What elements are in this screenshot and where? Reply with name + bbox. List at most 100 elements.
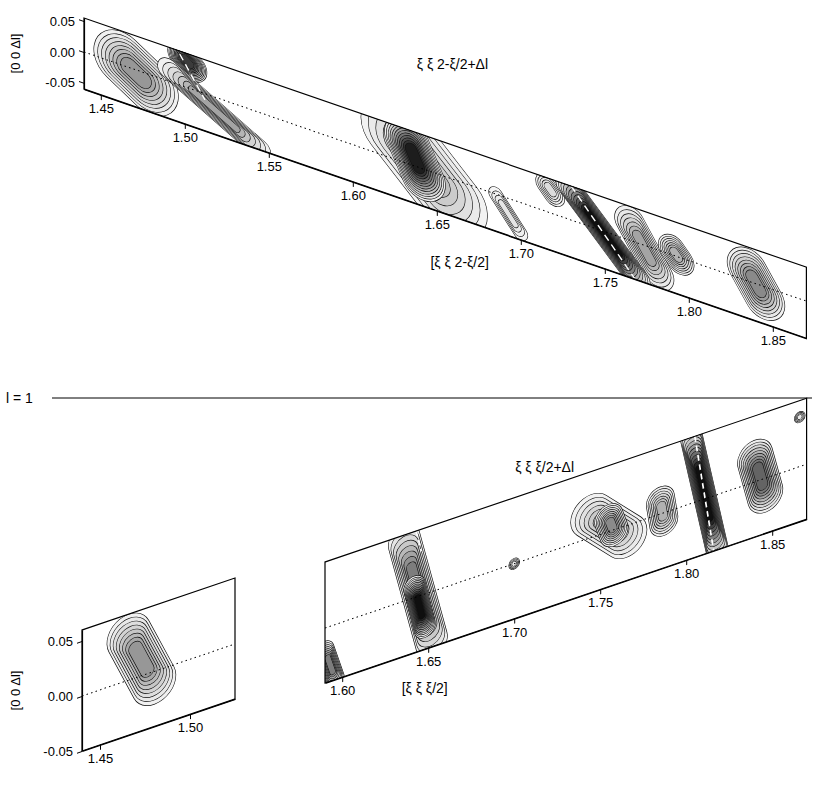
- contour-level: [184, 57, 191, 65]
- contour-level: [408, 143, 421, 175]
- contour-line: [188, 86, 241, 132]
- contour-feature: [799, 417, 800, 418]
- x-tick-label: 1.75: [593, 275, 618, 290]
- x-axis-title: [ξ ξ 2-ξ/2]: [430, 254, 489, 270]
- contour-line: [691, 429, 717, 559]
- level-label: l = 1: [6, 390, 33, 406]
- contour-line: [327, 653, 333, 676]
- contour-level: [592, 504, 626, 549]
- contour-line: [610, 521, 612, 529]
- contour-line: [600, 515, 617, 537]
- contour-line: [407, 141, 422, 177]
- contour-line: [758, 466, 763, 487]
- x-tick-label: 1.85: [761, 333, 786, 348]
- x-tick-label: 1.45: [89, 101, 114, 116]
- x-tick-label: 1.65: [425, 217, 450, 232]
- panel-title: ξ ξ 2-ξ/2+Δl: [417, 56, 488, 72]
- y-axis-title: [0 0 Δl]: [8, 671, 23, 711]
- contour-level: [415, 584, 425, 629]
- y-tick-label: 0.05: [50, 14, 75, 29]
- panel: 1.451.501.551.601.651.701.751.801.85-0.0…: [45, 4, 807, 364]
- y-tick-mark: [77, 752, 82, 754]
- contour-line: [404, 531, 432, 650]
- contour-line: [326, 651, 334, 679]
- contour-line: [130, 630, 153, 689]
- reference-line: [82, 644, 235, 696]
- contour-line: [135, 644, 147, 674]
- contour-line: [127, 64, 146, 82]
- contour-line: [327, 652, 334, 678]
- plot-area: [84, 18, 806, 338]
- contour-line: [124, 62, 147, 84]
- contour-level: [757, 461, 764, 490]
- contour-level: [609, 518, 613, 533]
- contour-line: [181, 55, 193, 68]
- x-tick-label: 1.45: [88, 751, 113, 766]
- contour-level: [415, 585, 424, 628]
- contour-level: [122, 60, 150, 87]
- contour-line: [575, 194, 631, 270]
- x-tick: 1.45: [88, 740, 113, 774]
- contour-line: [497, 197, 518, 231]
- x-tick-label: 1.75: [588, 595, 613, 610]
- y-tick: 0.00: [48, 677, 82, 712]
- contour-level: [183, 56, 192, 66]
- contour-line: [326, 649, 335, 680]
- contour-level: [411, 149, 419, 167]
- x-tick-mark: [190, 714, 191, 719]
- contour-level: [407, 141, 422, 177]
- contour-level: [123, 61, 149, 86]
- contour-line: [499, 200, 517, 228]
- y-tick-mark: [79, 82, 84, 84]
- x-tick: 1.50: [173, 120, 198, 154]
- contour-line: [415, 584, 425, 629]
- contour-level: [595, 508, 623, 544]
- contour-level: [185, 58, 190, 64]
- y-tick: -0.05: [43, 731, 82, 769]
- contour-level: [327, 653, 333, 676]
- contour-line: [593, 506, 624, 546]
- contour-line: [673, 250, 680, 260]
- contour-feature: [592, 504, 626, 549]
- contour-line: [548, 186, 553, 194]
- contour-level: [133, 637, 151, 681]
- contour-line: [674, 252, 678, 258]
- contour-level: [135, 644, 147, 674]
- contour-line: [183, 56, 192, 66]
- y-tick-label: 0.05: [48, 634, 73, 649]
- contour-level: [327, 655, 333, 675]
- contour-level: [127, 64, 146, 82]
- contour-line: [184, 83, 245, 136]
- contour-line: [661, 501, 664, 522]
- x-tick-mark: [689, 298, 690, 303]
- x-tick: 1.75: [593, 264, 618, 298]
- contour-line: [407, 139, 424, 179]
- contour-level: [610, 519, 614, 531]
- x-axis-line: [85, 90, 807, 339]
- contour-feature: [568, 185, 639, 280]
- contour-level: [499, 200, 517, 228]
- contour-line: [401, 136, 448, 197]
- contour-feature: [496, 194, 521, 234]
- contour-line: [595, 508, 623, 544]
- contour-level: [571, 190, 635, 276]
- x-tick-label: 1.80: [674, 566, 699, 581]
- plot-frame: [82, 578, 235, 751]
- contour-line: [182, 55, 193, 68]
- x-tick-mark: [772, 531, 773, 536]
- panel: 1.601.651.701.751.801.85: [325, 398, 807, 708]
- contour-line: [328, 656, 333, 673]
- contour-line: [794, 411, 806, 423]
- contour-level: [417, 593, 423, 622]
- contour-feature: [168, 69, 260, 150]
- contour-line: [417, 596, 422, 617]
- contour-level: [182, 55, 192, 67]
- contour-level: [415, 588, 423, 626]
- plot-background: [325, 398, 807, 683]
- contour-level: [395, 128, 454, 204]
- contour-feature: [672, 249, 680, 261]
- y-tick: 0.05: [48, 622, 82, 657]
- contour-line: [415, 588, 423, 626]
- contour-line: [415, 587, 424, 627]
- contour-level: [410, 147, 419, 169]
